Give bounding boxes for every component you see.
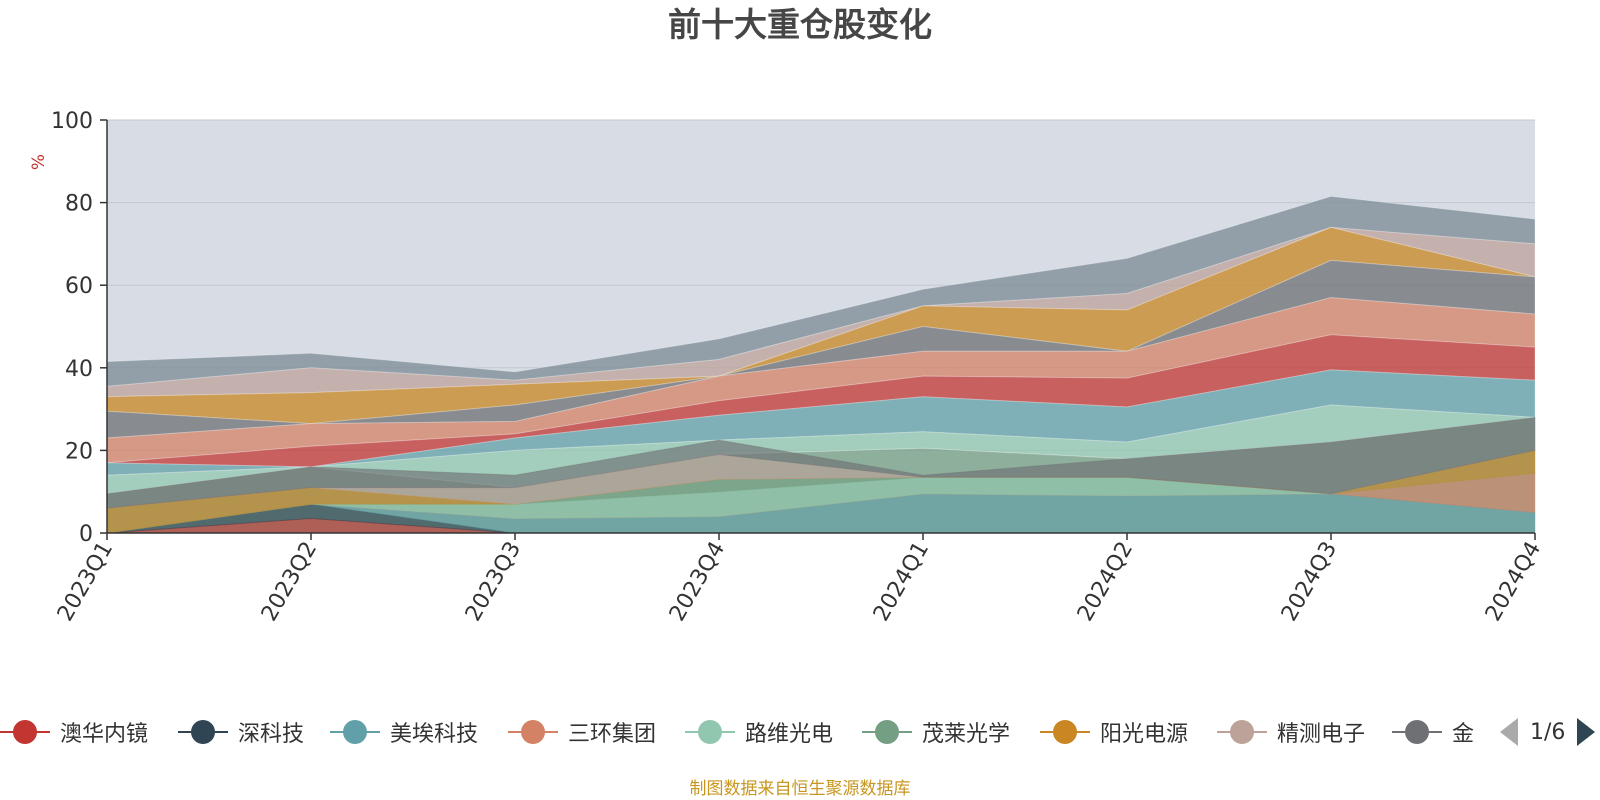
legend-swatch <box>685 720 735 744</box>
axes <box>100 119 1536 540</box>
y-axis-label: % <box>29 154 49 170</box>
legend-label: 茂莱光学 <box>922 722 1011 747</box>
y-tick-label: 80 <box>65 192 93 217</box>
y-tick-labels: 0 20 40 60 80 100 <box>51 109 93 547</box>
legend-label: 精测电子 <box>1277 722 1366 747</box>
x-tick-label: 2024Q2 <box>1073 538 1138 626</box>
legend-swatch <box>178 720 228 744</box>
legend-label: 澳华内镜 <box>60 722 149 747</box>
legend-pager: 1/6 <box>1500 712 1596 752</box>
x-tick-label: 2023Q4 <box>665 538 730 626</box>
legend-item[interactable]: 路维光电 <box>685 712 833 752</box>
legend-label: 阳光电源 <box>1100 722 1189 747</box>
x-tick-label: 2024Q3 <box>1277 538 1342 626</box>
legend-label: 路维光电 <box>745 722 834 747</box>
legend-swatch <box>862 720 912 744</box>
legend-label: 三环集团 <box>568 722 657 747</box>
pager-next-icon[interactable] <box>1577 718 1596 746</box>
y-tick-label: 40 <box>65 357 93 382</box>
legend-swatch <box>330 720 380 744</box>
legend-item[interactable]: 深科技 <box>178 712 304 752</box>
y-tick-label: 20 <box>65 439 93 464</box>
legend-swatch <box>1217 720 1267 744</box>
x-tick-label: 2023Q3 <box>461 538 526 626</box>
legend-item[interactable]: 澳华内镜 <box>0 712 148 752</box>
x-tick-labels: 2023Q1 2023Q2 2023Q3 2023Q4 2024Q1 2024Q2 2024… <box>53 538 1546 626</box>
y-tick-label: 60 <box>65 274 93 299</box>
legend-item[interactable]: 茂莱光学 <box>862 712 1010 752</box>
pager-prev-icon[interactable] <box>1500 718 1518 746</box>
legend-swatch <box>1392 720 1442 744</box>
legend-item[interactable]: 阳光电源 <box>1040 712 1188 752</box>
legend-item[interactable]: 美埃科技 <box>330 712 478 752</box>
x-tick-label: 2024Q4 <box>1481 538 1546 626</box>
area-series <box>106 416 1536 534</box>
legend-item[interactable]: 精测电子 <box>1217 712 1365 752</box>
x-tick-label: 2023Q2 <box>257 538 322 626</box>
x-tick-label: 2024Q1 <box>869 538 934 626</box>
legend: 澳华内镜 深科技 美埃科技 三环集团 路维光电 茂莱光学 阳光电源 精测电子 金 1/6 <box>0 712 1600 752</box>
legend-item[interactable]: 金 <box>1392 712 1474 752</box>
chart-title: 前十大重仓股变化 <box>668 5 932 44</box>
legend-label: 深科技 <box>238 722 305 747</box>
legend-swatch <box>0 720 50 744</box>
legend-swatch <box>1040 720 1090 744</box>
area-series-7 <box>106 449 1536 534</box>
area-series-9 <box>106 416 1536 509</box>
legend-label: 美埃科技 <box>390 722 479 747</box>
legend-label: 金 <box>1452 722 1475 747</box>
y-tick-label: 0 <box>79 522 93 547</box>
y-tick-label: 100 <box>51 109 93 134</box>
legend-swatch <box>508 720 558 744</box>
source-note: 制图数据来自恒生聚源数据库 <box>689 779 911 799</box>
x-tick-label: 2023Q1 <box>53 538 118 626</box>
legend-item[interactable]: 三环集团 <box>508 712 656 752</box>
pager-page-indicator: 1/6 <box>1530 719 1566 745</box>
